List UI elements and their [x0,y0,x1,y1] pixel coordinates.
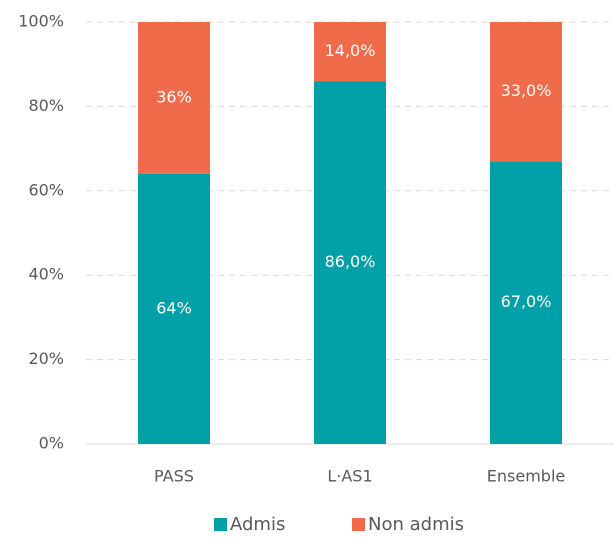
y-tick-label: 60% [28,180,64,199]
bar-segment [314,22,386,82]
y-tick-label: 80% [28,96,64,115]
y-tick-label: 20% [28,349,64,368]
y-tick-label: 0% [39,434,64,453]
data-label: 14,0% [325,41,376,60]
bar-segment [138,173,210,445]
x-tick-label: L·AS1 [327,467,372,486]
legend-label: Admis [230,514,285,535]
bar-segment [490,161,562,444]
data-label: 36% [156,87,192,106]
data-label: 64% [156,298,192,317]
legend-swatch [352,518,365,531]
x-tick-label: PASS [154,467,194,486]
y-tick-label: 40% [28,265,64,284]
bar-segment [138,22,210,174]
data-label: 67,0% [501,292,552,311]
legend-label: Non admis [368,514,464,535]
y-tick-label: 100% [18,12,64,31]
bar-segment [314,81,386,444]
bar-segment [490,22,562,162]
legend-swatch [214,518,227,531]
data-label: 86,0% [325,252,376,271]
data-label: 33,0% [501,81,552,100]
x-tick-label: Ensemble [487,467,565,486]
